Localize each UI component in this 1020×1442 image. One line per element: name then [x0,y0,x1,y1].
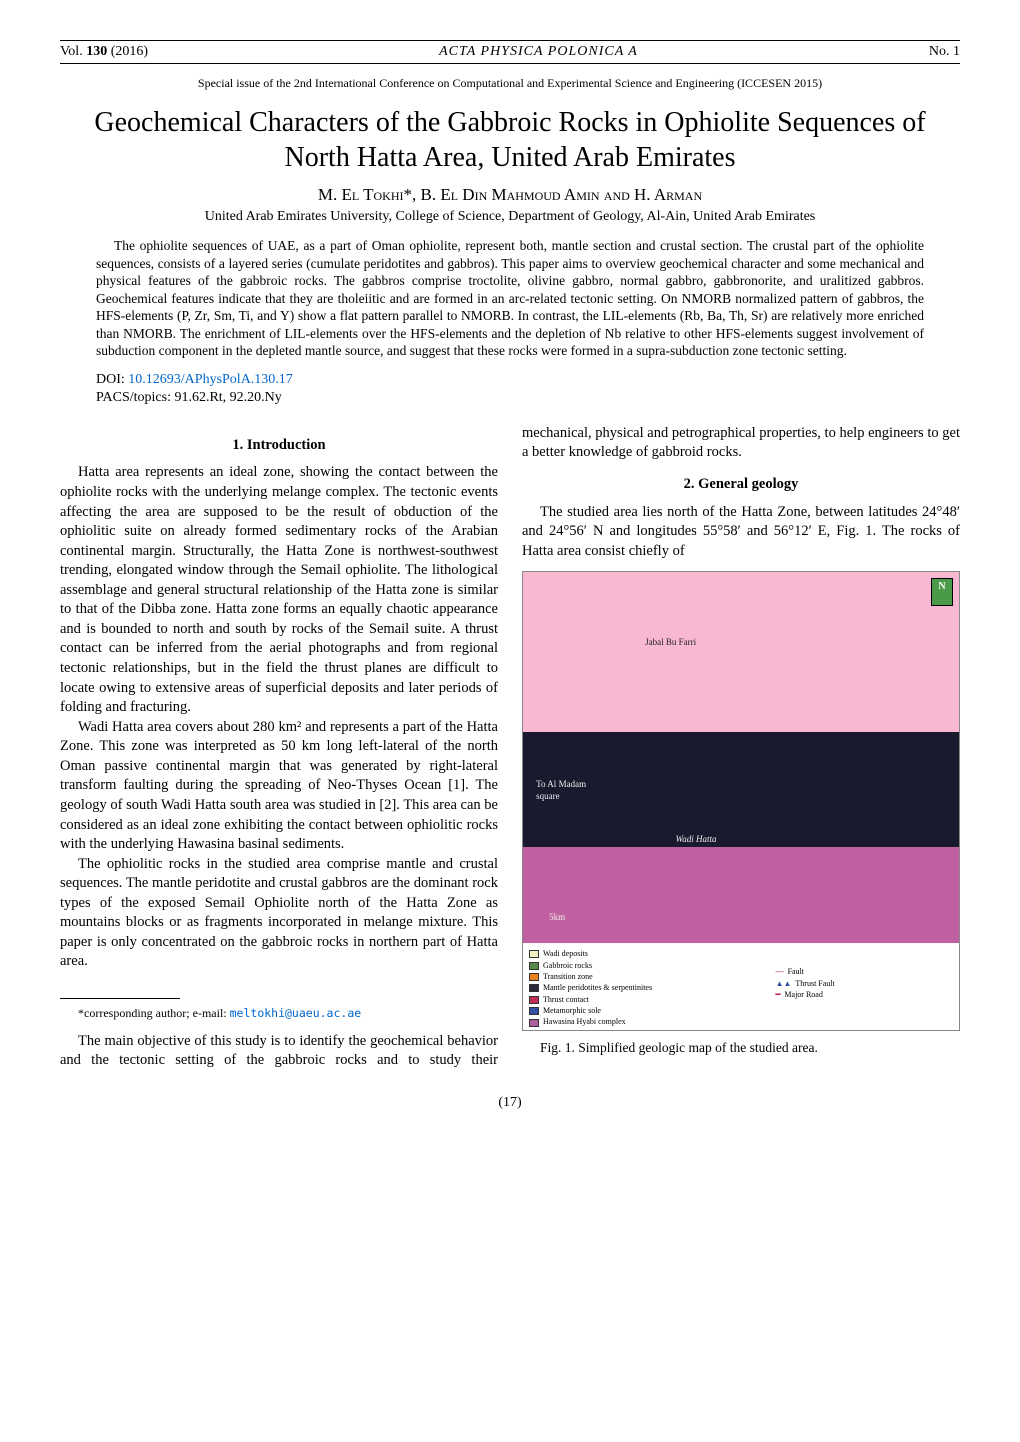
legend-item: Sumeini group [529,1029,766,1031]
corresponding-footnote: *corresponding author; e-mail: meltokhi@… [60,1005,498,1022]
legend-text: Fault [788,967,804,977]
legend-item: Hawasina Hyabi complex [529,1017,766,1027]
doi-label: DOI: [96,372,128,387]
vol-number: 130 [86,44,107,59]
issue-number: No. 1 [929,44,960,60]
legend-text: Metamorphic sole [543,1006,601,1016]
legend-item: Wadi deposits [529,949,766,959]
map-scale: 5km [549,911,565,923]
map-legend: Wadi deposits Gabbroic rocks Transition … [523,943,959,1030]
swatch [529,1019,539,1027]
sec1-p2: Wadi Hatta area covers about 280 km² and… [60,718,498,855]
swatch [529,996,539,1004]
vol-label: Vol. [60,44,86,59]
legend-item: Transition zone [529,972,766,982]
figure-1-map: N Jabal Bu Farri To Al Madam square Wadi… [522,571,960,1031]
legend-text: Gabbroic rocks [543,961,592,971]
swatch [529,962,539,970]
north-arrow: N [931,578,953,606]
figure-1-caption: Fig. 1. Simplified geologic map of the s… [522,1039,960,1057]
legend-item: Gabbroic rocks [529,961,766,971]
figure-1: N Jabal Bu Farri To Al Madam square Wadi… [522,571,960,1057]
legend-text: Sumeini group [543,1029,590,1031]
line-symbol: ▲▲ [776,979,792,989]
paper-title: Geochemical Characters of the Gabbroic R… [60,105,960,175]
sec2-p1: The studied area lies north of the Hatta… [522,503,960,562]
identifiers-block: DOI: 10.12693/APhysPolA.130.17 PACS/topi… [96,372,924,406]
running-header: Vol. 130 (2016) ACTA PHYSICA POLONICA A … [60,40,960,64]
sec1-p3-a: The ophiolitic rocks in the studied area… [60,855,498,972]
swatch [529,1030,539,1031]
swatch [529,973,539,981]
journal-name: ACTA PHYSICA POLONICA A [439,44,638,60]
sec1-p1: Hatta area represents an ideal zone, sho… [60,463,498,717]
footnote-email-link[interactable]: meltokhi@uaeu.ac.ae [230,1006,362,1020]
legend-text: Mantle peridotites & serpentinites [543,983,652,993]
legend-text: Major Road [784,990,822,1000]
swatch [529,950,539,958]
page-number: (17) [60,1095,960,1111]
line-symbol: — [776,967,784,977]
legend-item: ━Major Road [776,990,953,1000]
pacs-line: PACS/topics: 91.62.Rt, 92.20.Ny [96,390,924,406]
legend-text: Thrust contact [543,995,589,1005]
doi-link[interactable]: 10.12693/APhysPolA.130.17 [128,372,293,387]
swatch [529,1007,539,1015]
legend-text: Hawasina Hyabi complex [543,1017,626,1027]
footnote-label: *corresponding author; e-mail: [78,1006,230,1020]
legend-item: Thrust contact [529,995,766,1005]
section-1-heading: 1. Introduction [60,436,498,456]
map-label-wadi: Wadi Hatta [676,833,717,845]
legend-item: Mantle peridotites & serpentinites [529,983,766,993]
special-issue-line: Special issue of the 2nd International C… [60,76,960,91]
footnote-rule [60,998,180,999]
body-columns: 1. Introduction Hatta area represents an… [60,424,960,1071]
affiliation: United Arab Emirates University, College… [60,209,960,225]
swatch [529,984,539,992]
section-2-heading: 2. General geology [522,475,960,495]
doi-line: DOI: 10.12693/APhysPolA.130.17 [96,372,924,388]
legend-item: Metamorphic sole [529,1006,766,1016]
map-label-jabal: Jabal Bu Farri [645,636,696,648]
author-list: M. El Tokhi*, B. El Din Mahmoud Amin and… [60,185,960,205]
map-label-madam: To Al Madam square [536,778,586,802]
line-symbol: ━ [776,990,781,1000]
legend-item: — Fault [776,967,953,977]
legend-text: Wadi deposits [543,949,588,959]
abstract-block: The ophiolite sequences of UAE, as a par… [96,237,924,360]
volume-info: Vol. 130 (2016) [60,44,148,60]
legend-text: Thrust Fault [795,979,834,989]
legend-text: Transition zone [543,972,593,982]
legend-item: ▲▲Thrust Fault [776,979,953,989]
vol-year: (2016) [107,44,148,59]
